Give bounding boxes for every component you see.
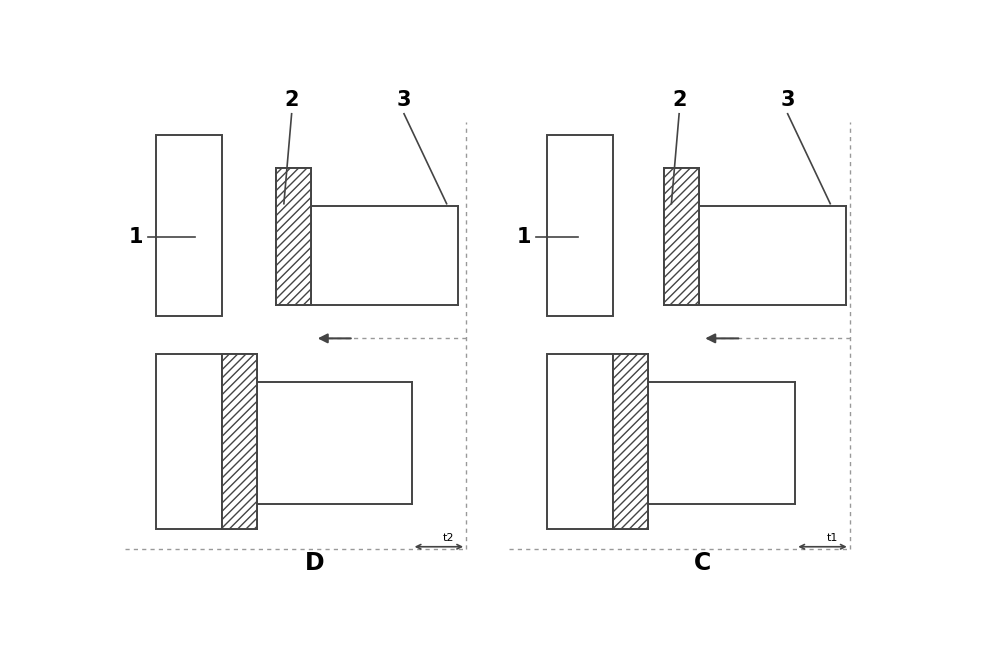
Text: t1: t1 [826,533,838,543]
Bar [664,168,698,306]
Text: 3: 3 [397,90,411,110]
Text: 2: 2 [284,90,299,110]
Bar [156,135,222,315]
Text: 1: 1 [129,227,143,247]
Bar [664,168,698,306]
Bar [276,168,311,306]
Text: C: C [694,550,711,575]
Bar [547,354,613,529]
Bar [222,354,257,529]
Bar [276,168,311,306]
Text: 3: 3 [780,90,795,110]
Bar [156,354,222,529]
Bar [613,354,648,529]
Text: t2: t2 [443,533,454,543]
Bar [547,135,613,315]
Bar [222,354,257,529]
Text: 2: 2 [672,90,686,110]
Text: D: D [305,550,325,575]
Bar [613,354,648,529]
Text: 1: 1 [516,227,531,247]
